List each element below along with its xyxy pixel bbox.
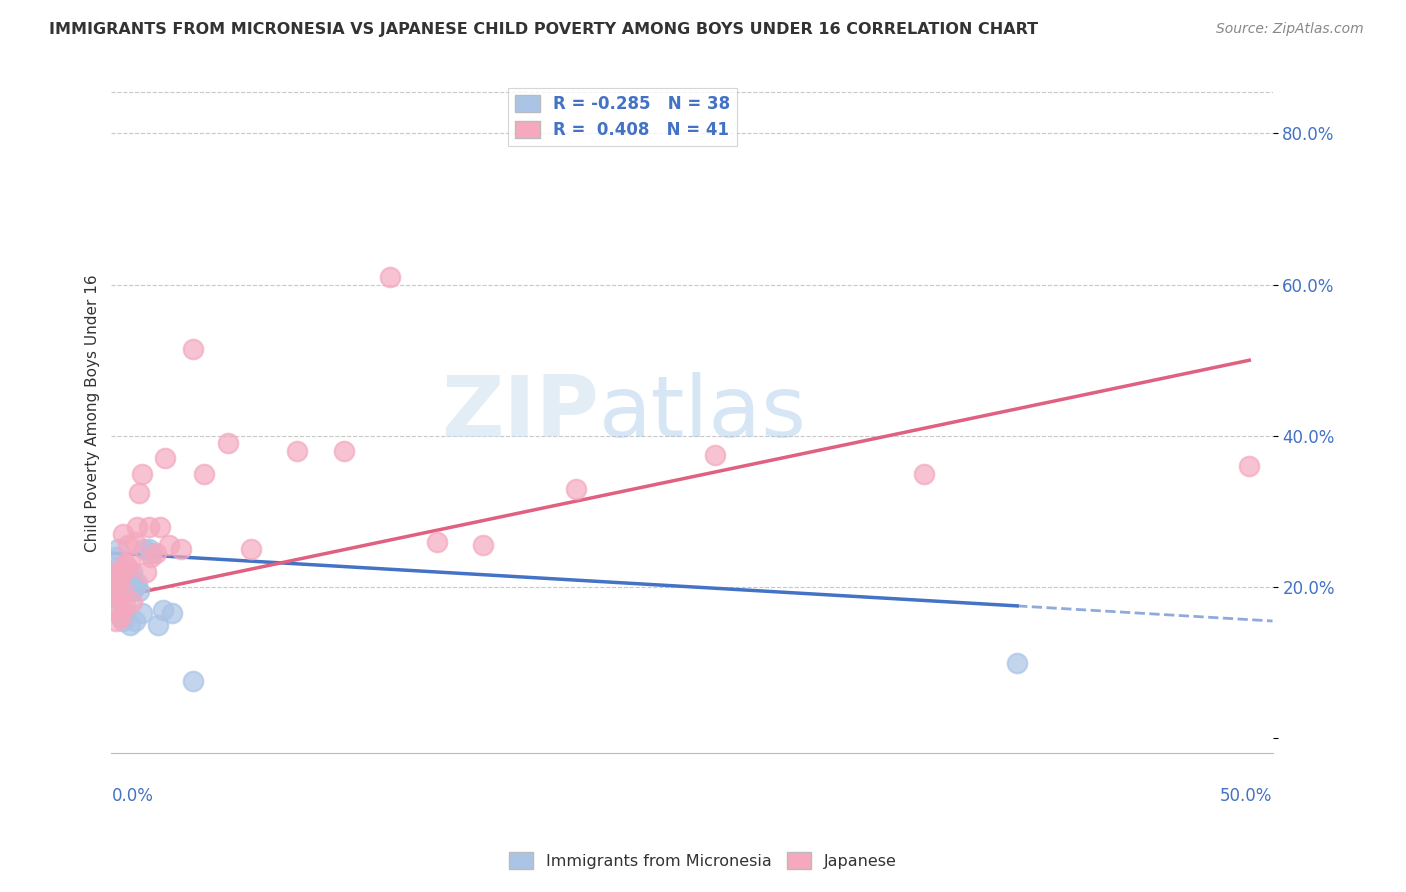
Point: [117, 565, 139, 579]
Point: [114, 583, 136, 598]
Point: [124, 614, 146, 628]
Point: [170, 542, 193, 557]
Point: [117, 580, 139, 594]
Point: [114, 558, 136, 572]
Point: [153, 451, 176, 466]
Point: [138, 542, 160, 557]
Point: [378, 270, 401, 285]
Point: [107, 591, 129, 606]
Point: [107, 568, 129, 582]
Point: [110, 568, 132, 582]
Point: [425, 534, 447, 549]
Point: [1005, 656, 1028, 670]
Point: [103, 599, 125, 613]
Point: [135, 565, 157, 579]
Point: [111, 568, 134, 582]
Point: [193, 467, 215, 481]
Point: [118, 617, 141, 632]
Point: [121, 583, 143, 598]
Point: [110, 568, 132, 582]
Point: [111, 614, 134, 628]
Point: [131, 467, 153, 481]
Point: [117, 568, 139, 582]
Point: [159, 538, 181, 552]
Point: [131, 607, 153, 621]
Point: [181, 342, 204, 356]
Point: [181, 674, 204, 689]
Point: [111, 527, 134, 541]
Point: [145, 546, 167, 560]
Text: atlas: atlas: [599, 372, 807, 455]
Point: [149, 519, 172, 533]
Point: [105, 549, 128, 564]
Point: [111, 583, 134, 598]
Point: [565, 482, 588, 496]
Point: [110, 610, 132, 624]
Point: [105, 614, 128, 628]
Point: [472, 538, 495, 552]
Point: [105, 583, 128, 598]
Point: [139, 549, 162, 564]
Legend: R = -0.285   N = 38, R =  0.408   N = 41: R = -0.285 N = 38, R = 0.408 N = 41: [508, 88, 737, 146]
Text: Source: ZipAtlas.com: Source: ZipAtlas.com: [1216, 22, 1364, 37]
Point: [125, 519, 148, 533]
Point: [332, 444, 354, 458]
Point: [114, 607, 136, 621]
Point: [107, 542, 129, 557]
Point: [239, 542, 262, 557]
Point: [704, 448, 727, 462]
Point: [1239, 458, 1261, 473]
Point: [125, 576, 148, 591]
Y-axis label: Child Poverty Among Boys Under 16: Child Poverty Among Boys Under 16: [86, 275, 100, 552]
Point: [117, 561, 139, 575]
Point: [121, 595, 143, 609]
Text: 50.0%: 50.0%: [1220, 788, 1272, 805]
Point: [103, 568, 125, 582]
Point: [111, 583, 134, 598]
Point: [121, 565, 143, 579]
Point: [105, 580, 128, 594]
Point: [117, 538, 139, 552]
Text: 0.0%: 0.0%: [111, 788, 153, 805]
Point: [103, 588, 125, 602]
Point: [217, 436, 239, 450]
Point: [124, 580, 146, 594]
Point: [132, 542, 155, 557]
Point: [139, 546, 162, 560]
Point: [912, 467, 935, 481]
Point: [114, 573, 136, 587]
Point: [110, 610, 132, 624]
Point: [152, 602, 174, 616]
Point: [118, 580, 141, 594]
Point: [118, 553, 141, 567]
Text: IMMIGRANTS FROM MICRONESIA VS JAPANESE CHILD POVERTY AMONG BOYS UNDER 16 CORRELA: IMMIGRANTS FROM MICRONESIA VS JAPANESE C…: [49, 22, 1039, 37]
Point: [128, 485, 150, 500]
Legend: Immigrants from Micronesia, Japanese: Immigrants from Micronesia, Japanese: [502, 846, 904, 875]
Point: [160, 607, 183, 621]
Point: [114, 599, 136, 613]
Point: [105, 561, 128, 575]
Point: [124, 534, 146, 549]
Point: [110, 580, 132, 594]
Point: [107, 599, 129, 613]
Point: [128, 583, 150, 598]
Point: [138, 519, 160, 533]
Point: [110, 588, 132, 602]
Point: [285, 444, 308, 458]
Point: [107, 580, 129, 594]
Point: [146, 617, 169, 632]
Text: ZIP: ZIP: [441, 372, 599, 455]
Point: [103, 565, 125, 579]
